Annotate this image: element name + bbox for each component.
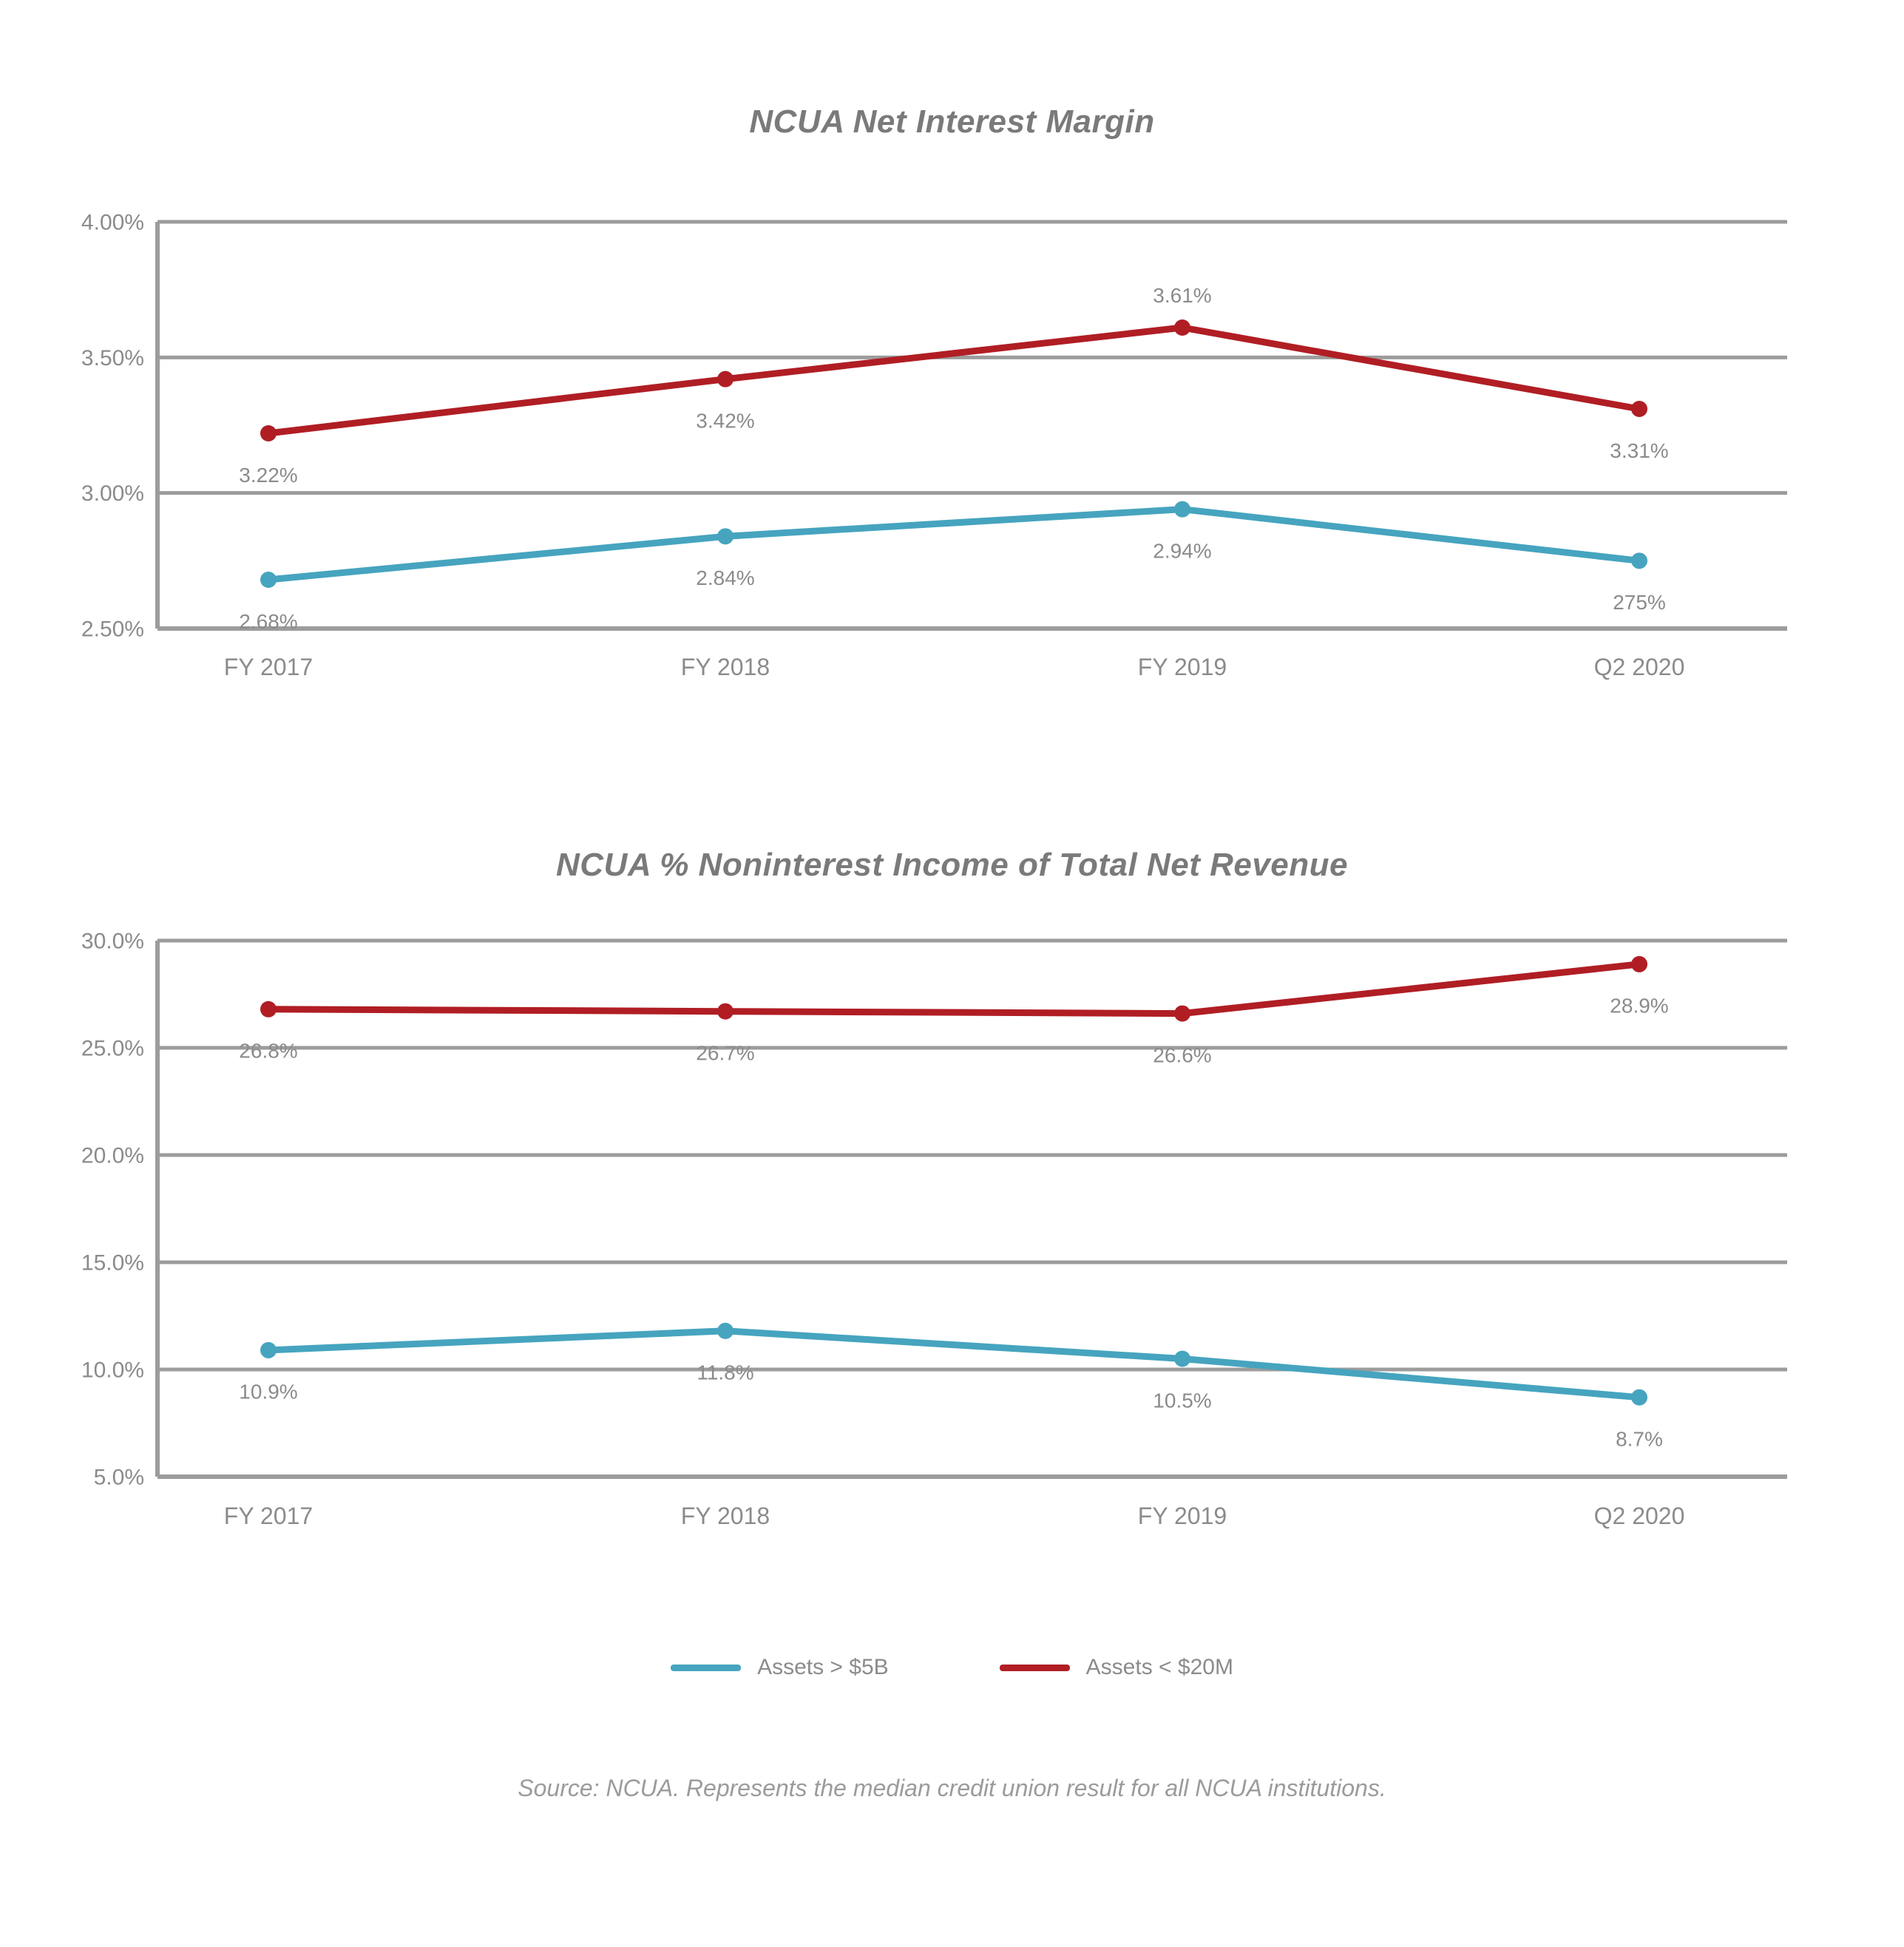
svg-text:28.9%: 28.9%	[1610, 995, 1668, 1017]
svg-text:20.0%: 20.0%	[81, 1144, 144, 1168]
svg-text:26.6%: 26.6%	[1153, 1043, 1211, 1066]
svg-text:26.8%: 26.8%	[239, 1040, 297, 1063]
svg-text:4.00%: 4.00%	[81, 211, 144, 235]
svg-text:FY 2017: FY 2017	[224, 654, 313, 680]
svg-text:FY 2018: FY 2018	[681, 654, 770, 680]
svg-text:FY 2019: FY 2019	[1138, 1503, 1227, 1529]
svg-text:275%: 275%	[1613, 591, 1666, 614]
svg-text:3.00%: 3.00%	[81, 481, 144, 506]
svg-text:3.50%: 3.50%	[81, 346, 144, 370]
svg-text:3.22%: 3.22%	[239, 464, 297, 487]
svg-text:10.9%: 10.9%	[239, 1381, 297, 1403]
legend-line-swatch-red	[999, 1664, 1070, 1671]
chart1-title: NCUA Net Interest Margin	[749, 104, 1155, 140]
legend-item-assets-over-5b: Assets > $5B	[671, 1655, 889, 1680]
svg-text:30.0%: 30.0%	[81, 930, 144, 954]
svg-text:11.8%: 11.8%	[697, 1361, 753, 1384]
svg-text:3.42%: 3.42%	[696, 409, 754, 432]
legend-label-assets-under-20m: Assets < $20M	[1085, 1655, 1233, 1679]
chart2-title: NCUA % Noninterest Income of Total Net R…	[556, 847, 1348, 883]
svg-text:Q2 2020: Q2 2020	[1594, 654, 1685, 680]
svg-text:5.0%: 5.0%	[94, 1466, 144, 1490]
svg-text:8.7%: 8.7%	[1616, 1428, 1663, 1451]
legend-line-swatch-blue	[671, 1664, 742, 1671]
svg-text:FY 2018: FY 2018	[681, 1503, 770, 1529]
svg-text:2.68%: 2.68%	[239, 610, 297, 633]
svg-text:26.7%: 26.7%	[696, 1042, 754, 1065]
svg-text:2.84%: 2.84%	[696, 566, 754, 589]
svg-text:3.61%: 3.61%	[1153, 284, 1211, 307]
svg-text:2.94%: 2.94%	[1153, 539, 1211, 562]
source-note: Source: NCUA. Represents the median cred…	[518, 1775, 1386, 1801]
svg-text:25.0%: 25.0%	[81, 1037, 144, 1061]
svg-text:Q2 2020: Q2 2020	[1594, 1503, 1685, 1529]
svg-text:FY 2017: FY 2017	[224, 1503, 313, 1529]
svg-text:10.5%: 10.5%	[1153, 1389, 1211, 1412]
legend: Assets > $5B Assets < $20M	[0, 1655, 1904, 1680]
svg-text:15.0%: 15.0%	[81, 1251, 144, 1276]
svg-text:10.0%: 10.0%	[81, 1358, 144, 1383]
svg-text:2.50%: 2.50%	[81, 617, 144, 642]
legend-item-assets-under-20m: Assets < $20M	[999, 1655, 1233, 1680]
svg-text:FY 2019: FY 2019	[1138, 654, 1227, 680]
legend-label-assets-over-5b: Assets > $5B	[757, 1655, 889, 1679]
svg-text:3.31%: 3.31%	[1610, 439, 1668, 462]
